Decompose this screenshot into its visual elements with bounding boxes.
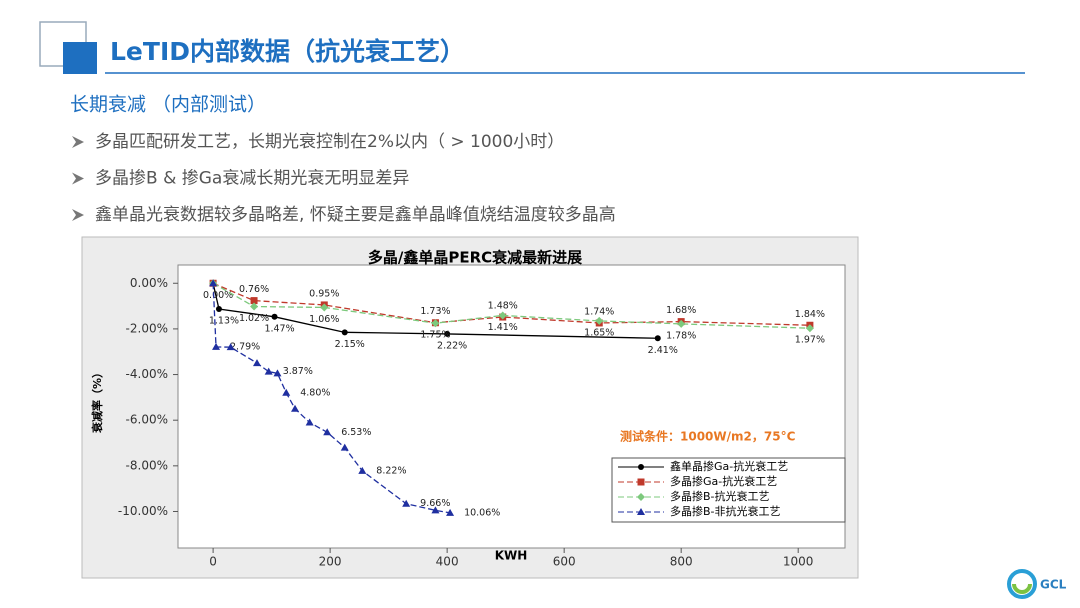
point xyxy=(252,359,261,367)
x-tick-label: 800 xyxy=(670,555,693,569)
data-label: 1.47% xyxy=(264,323,294,334)
point xyxy=(805,324,814,333)
point xyxy=(498,311,507,320)
data-label: 1.48% xyxy=(488,301,518,312)
point xyxy=(654,335,661,342)
y-tick-label: -2.00% xyxy=(126,321,168,335)
bullet-glyph xyxy=(72,209,84,221)
point xyxy=(209,279,218,287)
data-label: 6.53% xyxy=(341,427,371,438)
legend-marker xyxy=(638,464,644,470)
data-label: 1.84% xyxy=(795,309,825,320)
point xyxy=(446,508,455,516)
point xyxy=(323,428,332,436)
bullet-text: 多晶掺B & 掺Ga衰减长期光衰无明显差异 xyxy=(95,169,409,189)
y-tick-label: -8.00% xyxy=(126,458,168,472)
y-tick-label: -6.00% xyxy=(126,413,168,427)
data-label: 1.06% xyxy=(309,314,339,325)
point xyxy=(273,369,282,377)
data-label: 1.73% xyxy=(420,306,450,317)
data-label: 1.13% xyxy=(209,316,239,327)
legend-label: 鑫单晶掺Ga-抗光衰工艺 xyxy=(670,459,788,473)
data-label: 8.22% xyxy=(376,465,406,476)
point xyxy=(320,303,329,312)
legend-label: 多晶掺B-非抗光衰工艺 xyxy=(670,504,781,518)
point xyxy=(402,499,411,507)
data-label: 2.22% xyxy=(437,340,467,351)
x-tick-label: 400 xyxy=(436,555,459,569)
y-tick-label: -4.00% xyxy=(126,367,168,381)
data-label: 1.02% xyxy=(239,313,269,324)
point xyxy=(340,443,349,451)
point xyxy=(431,506,440,514)
logo-icon xyxy=(1012,583,1032,594)
point xyxy=(677,319,686,328)
series-line xyxy=(212,283,658,339)
bullet-text: 鑫单晶光衰数据较多晶略差, 怀疑主要是鑫单晶峰值烧结温度较多晶高 xyxy=(95,205,616,225)
x-tick-label: 200 xyxy=(319,555,342,569)
point xyxy=(431,319,440,328)
y-tick-label: 0.00% xyxy=(130,276,168,290)
data-label: 2.41% xyxy=(648,345,678,356)
point xyxy=(264,367,273,375)
y-axis-label: 衰减率（%） xyxy=(90,367,104,434)
x-tick-label: 600 xyxy=(553,555,576,569)
legend-box xyxy=(611,457,846,523)
legend-marker xyxy=(637,508,645,515)
slide-title: LeTID内部数据（抗光衰工艺） xyxy=(110,37,465,66)
data-label: 4.80% xyxy=(300,387,330,398)
data-label: 0.76% xyxy=(239,284,269,295)
point xyxy=(444,330,451,337)
chart: 多晶/鑫单晶PERC衰减最新进展 0 200 400 600 800 1000 0.00% -2… xyxy=(90,249,846,569)
data-label: 0.00% xyxy=(203,290,233,301)
point xyxy=(291,404,300,412)
series-line xyxy=(212,282,810,329)
logo-text: GCL xyxy=(1040,578,1067,592)
data-label: 1.68% xyxy=(666,305,696,316)
legend-label: 多晶掺B-抗光衰工艺 xyxy=(670,489,770,503)
bullet-text: 多晶匹配研发工艺，长期光衰控制在2%以内（ > 1000小时） xyxy=(95,132,564,152)
data-label: 1.74% xyxy=(584,306,614,317)
point xyxy=(250,297,258,305)
header-deco xyxy=(63,42,97,74)
logo-icon xyxy=(1007,569,1037,599)
data-label: 2.79% xyxy=(230,341,260,352)
x-tick-label: 1000 xyxy=(783,555,814,569)
annotation: 测试条件：1000W/m2，75°C xyxy=(620,429,796,444)
data-label: 1.41% xyxy=(488,322,518,333)
legend-marker xyxy=(637,478,645,486)
data-label: 3.87% xyxy=(283,366,313,377)
y-tick-label: -10.00% xyxy=(118,504,168,518)
data-label: 10.06% xyxy=(464,507,500,518)
logo: GCL xyxy=(1007,569,1067,599)
x-axis-label: KWH xyxy=(495,549,528,563)
data-label: 9.66% xyxy=(420,498,450,509)
subtitle: 长期衰减 （内部测试） xyxy=(70,94,266,116)
data-label: 0.95% xyxy=(309,288,339,299)
point xyxy=(305,418,314,426)
x-tick-label: 0 xyxy=(209,555,217,569)
legend-label: 多晶掺Ga-抗光衰工艺 xyxy=(670,474,777,488)
data-label: 1.97% xyxy=(795,335,825,346)
data-label: 1.78% xyxy=(666,330,696,341)
bullet-glyph xyxy=(72,172,84,185)
point xyxy=(341,329,348,336)
data-label: 1.65% xyxy=(584,327,614,338)
data-label: 1.75% xyxy=(420,330,450,341)
point xyxy=(215,306,222,313)
bullet-glyph xyxy=(72,136,84,148)
point xyxy=(358,466,367,474)
point xyxy=(226,343,235,351)
legend-marker xyxy=(637,493,645,501)
bullets: 多晶匹配研发工艺，长期光衰控制在2%以内（ > 1000小时） 多晶掺B & 掺G… xyxy=(72,132,616,225)
point xyxy=(212,342,221,350)
chart-title: 多晶/鑫单晶PERC衰减最新进展 xyxy=(368,249,582,267)
point xyxy=(271,313,278,320)
data-label: 2.15% xyxy=(335,339,365,350)
point xyxy=(595,316,604,325)
point xyxy=(250,302,259,311)
point xyxy=(282,388,291,396)
